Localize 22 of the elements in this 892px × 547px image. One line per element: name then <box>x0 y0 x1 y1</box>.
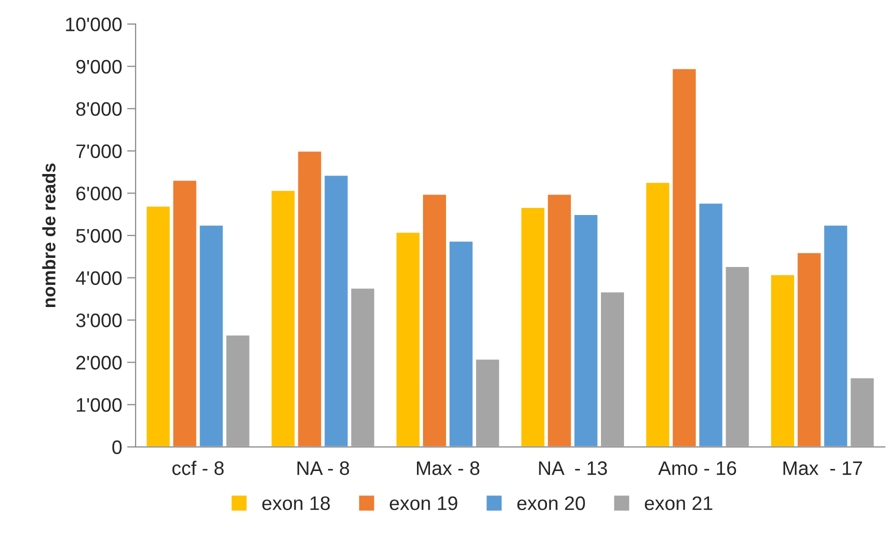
y-tick-label: 0 <box>112 440 122 454</box>
y-tick-label: 5'000 <box>76 228 122 243</box>
y-axis-title: nombre de reads <box>42 163 56 308</box>
x-tick-label: NA - 8 <box>297 461 350 476</box>
y-tick-label: 3'000 <box>76 314 122 328</box>
y-tick-label: 6'000 <box>76 186 122 200</box>
x-tick-label: Max - 8 <box>416 461 480 476</box>
legend-label: exon 18 <box>262 496 330 510</box>
y-tick-label: 4'000 <box>76 271 122 286</box>
y-tick-label: 10'000 <box>66 18 122 32</box>
x-tick-label: NA - 13 <box>539 461 607 476</box>
y-tick-label: 8'000 <box>76 102 122 116</box>
y-tick-label: 2'000 <box>76 356 122 370</box>
y-tick-label: 7'000 <box>76 144 122 158</box>
y-tick-label: 9'000 <box>76 60 122 74</box>
y-tick-label: 1'000 <box>76 398 122 412</box>
legend-label: exon 20 <box>517 496 585 510</box>
x-tick-label: Max - 17 <box>784 462 862 476</box>
legend-label: exon 21 <box>644 496 712 510</box>
x-tick-label: Amo - 16 <box>658 461 736 476</box>
x-tick-label: ccf - 8 <box>172 460 224 476</box>
legend-label: exon 19 <box>390 496 458 510</box>
